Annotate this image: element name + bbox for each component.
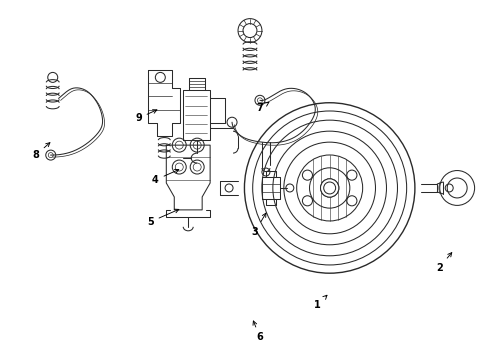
Text: 4: 4: [152, 170, 179, 185]
Text: 8: 8: [32, 143, 50, 160]
Text: 6: 6: [252, 321, 263, 342]
Text: 5: 5: [147, 209, 179, 227]
Text: 1: 1: [314, 295, 326, 310]
Text: 3: 3: [251, 213, 265, 237]
Text: 2: 2: [435, 253, 451, 273]
Text: 9: 9: [135, 110, 157, 123]
Circle shape: [320, 179, 338, 197]
Text: 7: 7: [256, 102, 268, 113]
